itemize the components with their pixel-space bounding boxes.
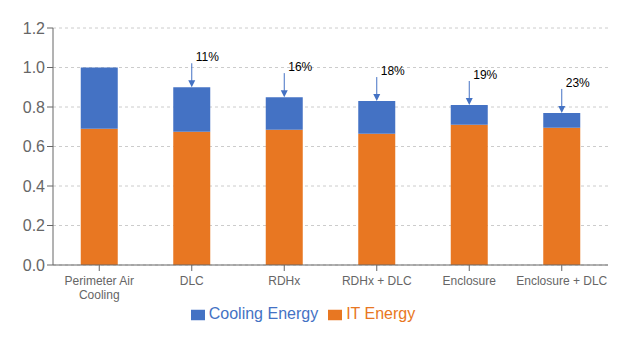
svg-text:0.0: 0.0 <box>23 257 45 274</box>
svg-text:16%: 16% <box>288 60 312 74</box>
html-text:Cooling Energy: Cooling Energy <box>208 305 319 322</box>
svg-text:RDHx + DLC: RDHx + DLC <box>342 274 412 288</box>
svg-text:1.0: 1.0 <box>23 59 45 76</box>
svg-text:0.6: 0.6 <box>23 138 45 155</box>
html-text:IT Energy: IT Energy <box>346 305 416 322</box>
svg-text:19%: 19% <box>473 68 497 82</box>
svg-text:Enclosure: Enclosure <box>443 274 497 288</box>
svg-text:23%: 23% <box>566 76 590 90</box>
svg-text:0.2: 0.2 <box>23 217 45 234</box>
svg-text:18%: 18% <box>381 64 405 78</box>
svg-text:0.4: 0.4 <box>23 178 45 195</box>
svg-text:11%: 11% <box>196 50 219 64</box>
svg-text:1.2: 1.2 <box>23 20 45 37</box>
svg-text:RDHx: RDHx <box>268 274 300 288</box>
svg-text:0.8: 0.8 <box>23 99 45 116</box>
svg-text:Perimeter AirCooling: Perimeter AirCooling <box>65 274 134 302</box>
svg-text:DLC: DLC <box>180 274 204 288</box>
svg-text:Enclosure + DLC: Enclosure + DLC <box>516 274 607 288</box>
